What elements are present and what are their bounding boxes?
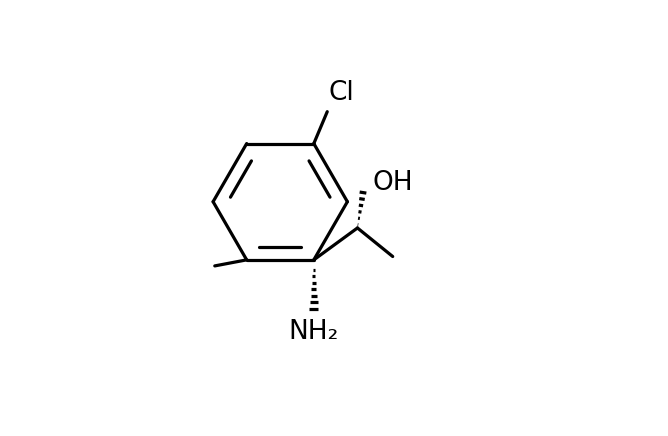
- Text: Cl: Cl: [329, 80, 355, 106]
- Text: NH₂: NH₂: [289, 319, 339, 345]
- Text: OH: OH: [373, 170, 413, 196]
